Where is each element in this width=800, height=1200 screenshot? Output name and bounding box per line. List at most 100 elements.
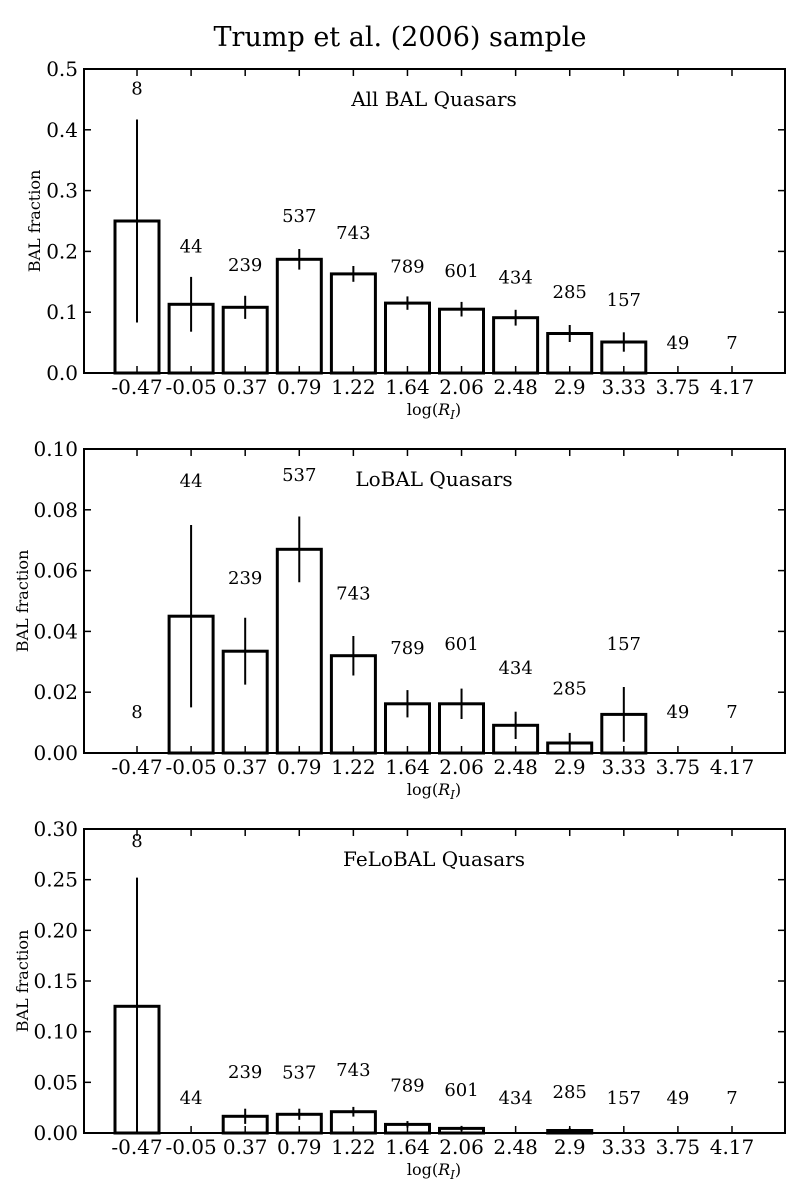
x-tick-label: 3.75 — [656, 755, 701, 779]
count-label: 49 — [666, 333, 689, 354]
x-tick-label: 1.22 — [331, 755, 376, 779]
count-label: 285 — [553, 679, 587, 700]
x-tick-label: 2.9 — [554, 755, 586, 779]
chart-panel-3: 8 44 239 537 743 789 601 434 285 157 49 7 0.00 0.05 0.… — [13, 817, 786, 1182]
x-tick-label: 1.64 — [385, 375, 430, 399]
x-tick-label: 0.79 — [277, 755, 322, 779]
y-tick-label: 0.10 — [33, 1020, 78, 1044]
x-tick-label: 2.48 — [493, 1135, 538, 1159]
x-tick-label: -0.47 — [111, 755, 162, 779]
bar — [492, 316, 540, 375]
count-label: 157 — [607, 290, 641, 311]
x-tick-label: 2.06 — [439, 375, 484, 399]
count-label: 601 — [444, 261, 478, 282]
x-tick-label: 2.9 — [554, 1135, 586, 1159]
y-tick-label: 0.15 — [33, 969, 78, 993]
y-axis-label: BAL fraction — [13, 550, 32, 653]
x-tick-label: -0.47 — [111, 375, 162, 399]
axes-frame — [83, 448, 786, 754]
y-tick-label: 0.20 — [33, 918, 78, 942]
y-tick-label: 0.4 — [46, 118, 78, 142]
y-tick-label: 0.05 — [33, 1070, 78, 1094]
count-label: 743 — [336, 583, 370, 604]
x-tick-label: 0.37 — [223, 1135, 268, 1159]
y-tick-label: 0.00 — [33, 1121, 78, 1145]
y-tick-label: 0.25 — [33, 868, 78, 892]
y-tick-label: 0.0 — [46, 361, 78, 385]
count-label: 789 — [390, 1075, 424, 1096]
x-tick-label: 0.37 — [223, 755, 268, 779]
y-tick-label: 0.3 — [46, 179, 78, 203]
count-label: 743 — [336, 1060, 370, 1081]
count-label: 49 — [666, 1088, 689, 1109]
count-label: 157 — [607, 1088, 641, 1109]
x-tick-label: 2.9 — [554, 375, 586, 399]
count-label: 789 — [390, 638, 424, 659]
y-tick-label: 0.08 — [33, 498, 78, 522]
y-tick-label: 0.00 — [33, 741, 78, 765]
x-tick-label: 3.33 — [602, 375, 647, 399]
count-label: 434 — [498, 1088, 532, 1109]
axes-frame — [83, 68, 786, 374]
x-tick-label: 0.79 — [277, 1135, 322, 1159]
count-label: 537 — [282, 465, 316, 486]
count-label: 285 — [553, 282, 587, 303]
x-tick-label: 0.79 — [277, 375, 322, 399]
figure-title: Trump et al. (2006) sample — [214, 22, 587, 53]
x-tick-label: 2.48 — [493, 755, 538, 779]
x-tick-label: 4.17 — [710, 755, 755, 779]
x-axis-label: log(RI) — [407, 780, 461, 802]
count-label: 285 — [553, 1082, 587, 1103]
count-label: 7 — [726, 702, 737, 723]
x-tick-label: -0.47 — [111, 1135, 162, 1159]
x-tick-label: 3.33 — [602, 1135, 647, 1159]
count-label: 44 — [180, 237, 203, 258]
x-axis-label: log(RI) — [407, 1160, 461, 1182]
y-tick-label: 0.10 — [33, 437, 78, 461]
chart-panel-2: 8 44 239 537 743 789 601 434 285 157 49 7 0.00 0.02 0.… — [13, 437, 786, 802]
x-tick-label: -0.05 — [165, 375, 216, 399]
x-tick-label: 1.22 — [331, 1135, 376, 1159]
bar — [275, 257, 323, 375]
x-tick-label: 4.17 — [710, 1135, 755, 1159]
count-label: 7 — [726, 333, 737, 354]
y-tick-label: 0.5 — [46, 57, 78, 81]
panel-title: FeLoBAL Quasars — [343, 847, 525, 871]
chart-panel-1: 8 44 239 537 743 789 601 434 285 157 49 7 0.0 0.1 0.2 0… — [25, 57, 786, 422]
panel-title: All BAL Quasars — [350, 87, 517, 111]
count-label: 239 — [228, 1062, 262, 1083]
count-label: 789 — [390, 257, 424, 278]
y-tick-label: 0.06 — [33, 559, 78, 583]
x-tick-label: 1.64 — [385, 755, 430, 779]
x-tick-label: 4.17 — [710, 375, 755, 399]
x-tick-label: 3.33 — [602, 755, 647, 779]
y-tick-label: 0.1 — [46, 300, 78, 324]
count-label: 157 — [607, 634, 641, 655]
y-axis-label: BAL fraction — [13, 930, 32, 1033]
x-tick-label: 1.64 — [385, 1135, 430, 1159]
panel-title: LoBAL Quasars — [355, 467, 512, 491]
y-tick-label: 0.04 — [33, 619, 78, 643]
x-tick-label: 0.37 — [223, 375, 268, 399]
count-label: 7 — [726, 1088, 737, 1109]
count-label: 239 — [228, 255, 262, 276]
count-label: 601 — [444, 1080, 478, 1101]
y-tick-label: 0.30 — [33, 817, 78, 841]
count-label: 8 — [131, 702, 142, 723]
y-axis-label: BAL fraction — [25, 170, 44, 273]
count-label: 537 — [282, 1063, 316, 1084]
x-tick-label: 2.48 — [493, 375, 538, 399]
bar — [329, 272, 377, 375]
count-label: 8 — [131, 831, 142, 852]
x-tick-label: 3.75 — [656, 1135, 701, 1159]
y-tick-label: 0.2 — [46, 239, 78, 263]
x-tick-label: 1.22 — [331, 375, 376, 399]
count-label: 537 — [282, 206, 316, 227]
count-label: 743 — [336, 223, 370, 244]
x-axis-label: log(RI) — [407, 400, 461, 422]
count-label: 601 — [444, 634, 478, 655]
count-label: 434 — [498, 658, 532, 679]
x-tick-label: -0.05 — [165, 755, 216, 779]
